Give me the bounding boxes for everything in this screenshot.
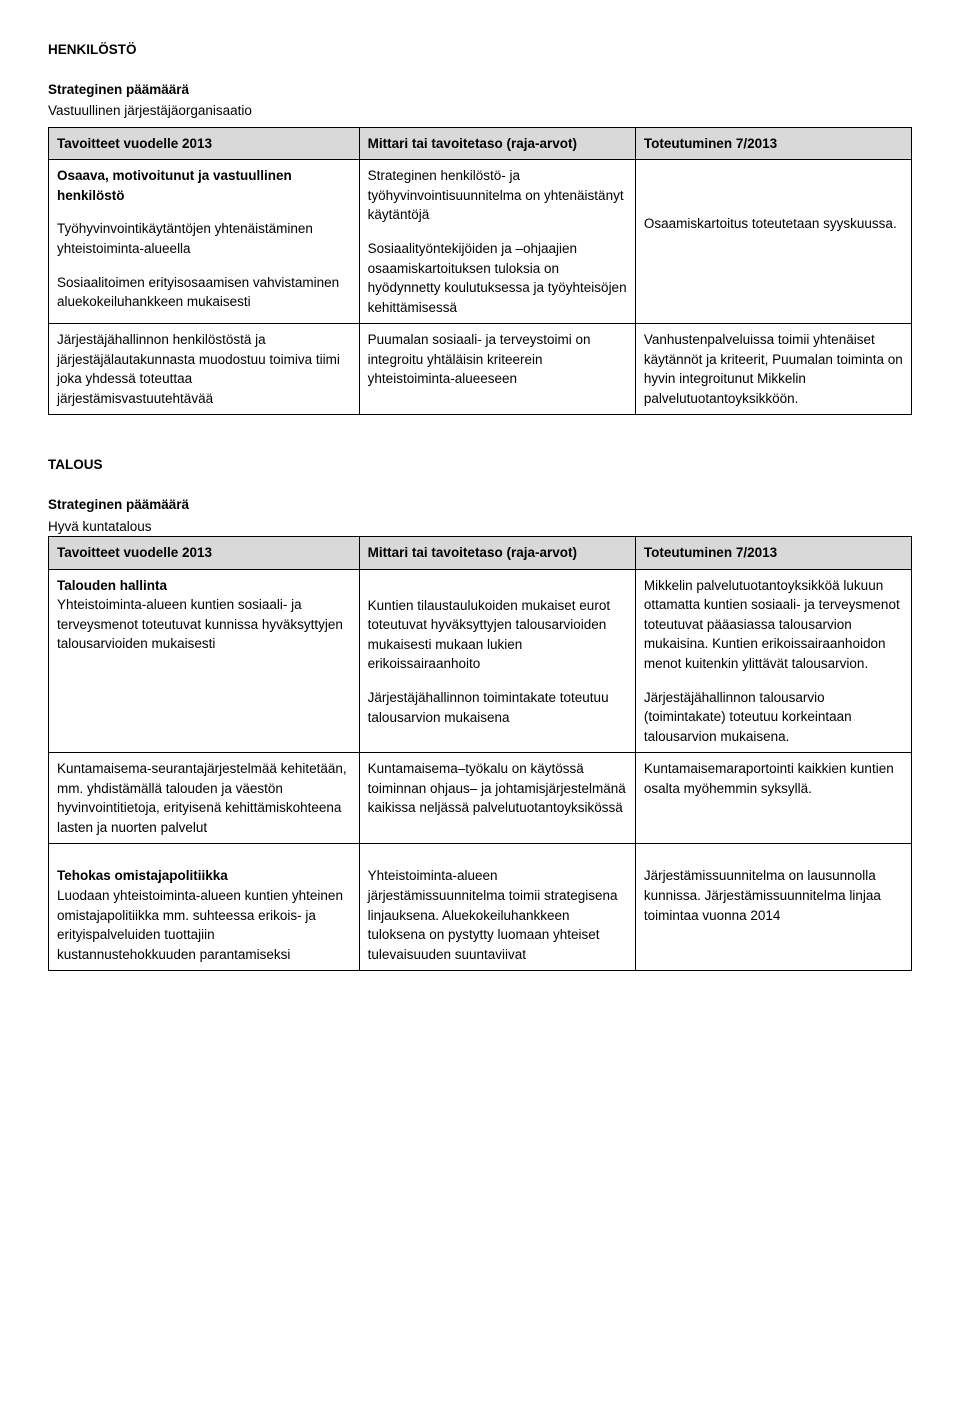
col-header-2: Mittari tai tavoitetaso (raja-arvot)	[359, 127, 635, 160]
cell: Järjestäjähallinnon henkilöstöstä ja jär…	[49, 324, 360, 415]
spacer	[644, 850, 903, 866]
cell: Kuntamaisema-seurantajärjestelmää kehite…	[49, 753, 360, 844]
spacer	[368, 850, 627, 866]
cell-text: Yhteistoiminta-alueen järjestämissuunnit…	[368, 866, 627, 964]
table-row: Talouden hallinta Yhteistoiminta-alueen …	[49, 569, 912, 753]
table-row: Järjestäjähallinnon henkilöstöstä ja jär…	[49, 324, 912, 415]
cell: Yhteistoiminta-alueen järjestämissuunnit…	[359, 844, 635, 971]
cell-text: Kuntien tilaustaulukoiden mukaiset eurot…	[368, 596, 627, 674]
col-header-1: Tavoitteet vuodelle 2013	[49, 127, 360, 160]
cell-text: Kuntamaisemaraportointi kaikkien kuntien…	[644, 759, 903, 798]
cell-text: Kuntamaisema–työkalu on käytössä toiminn…	[368, 759, 627, 818]
section1-table: Tavoitteet vuodelle 2013 Mittari tai tav…	[48, 127, 912, 416]
table-header-row: Tavoitteet vuodelle 2013 Mittari tai tav…	[49, 127, 912, 160]
cell-text: Järjestäjähallinnon toimintakate toteutu…	[368, 688, 627, 727]
cell: Kuntamaisema–työkalu on käytössä toiminn…	[359, 753, 635, 844]
cell-text: Luodaan yhteistoiminta-alueen kuntien yh…	[57, 886, 351, 964]
table-row: Osaava, motivoitunut ja vastuullinen hen…	[49, 160, 912, 324]
cell: Talouden hallinta Yhteistoiminta-alueen …	[49, 569, 360, 753]
cell-text: Sosiaalityöntekijöiden ja –ohjaajien osa…	[368, 239, 627, 317]
section2-strategic-text: Hyvä kuntatalous	[48, 517, 912, 537]
spacer	[57, 850, 351, 866]
section1-strategic-head: Strateginen päämäärä	[48, 80, 912, 100]
section1-strategic-text: Vastuullinen järjestäjäorganisaatio	[48, 101, 912, 121]
cell: Vanhustenpalveluissa toimii yhtenäiset k…	[635, 324, 911, 415]
cell-text: Yhteistoiminta-alueen kuntien sosiaali- …	[57, 595, 351, 654]
cell: Strateginen henkilöstö- ja työhyvinvoint…	[359, 160, 635, 324]
spacer	[644, 166, 903, 214]
spacer	[368, 576, 627, 596]
section2-table: Tavoitteet vuodelle 2013 Mittari tai tav…	[48, 536, 912, 971]
table-header-row: Tavoitteet vuodelle 2013 Mittari tai tav…	[49, 537, 912, 570]
cell: Kuntien tilaustaulukoiden mukaiset eurot…	[359, 569, 635, 753]
section2-title: TALOUS	[48, 455, 912, 475]
col-header-3: Toteutuminen 7/2013	[635, 127, 911, 160]
cell-text: Osaamiskartoitus toteutetaan syyskuussa.	[644, 214, 903, 234]
cell-bold: Tehokas omistajapolitiikka	[57, 866, 351, 886]
cell-text: Puumalan sosiaali- ja terveystoimi on in…	[368, 330, 627, 389]
cell: Mikkelin palvelutuotantoyksikköä lukuun …	[635, 569, 911, 753]
cell: Osaava, motivoitunut ja vastuullinen hen…	[49, 160, 360, 324]
cell: Kuntamaisemaraportointi kaikkien kuntien…	[635, 753, 911, 844]
col-header-1: Tavoitteet vuodelle 2013	[49, 537, 360, 570]
section1-title: HENKILÖSTÖ	[48, 40, 912, 60]
col-header-3: Toteutuminen 7/2013	[635, 537, 911, 570]
table-row: Kuntamaisema-seurantajärjestelmää kehite…	[49, 753, 912, 844]
col-header-2: Mittari tai tavoitetaso (raja-arvot)	[359, 537, 635, 570]
cell-text: Sosiaalitoimen erityisosaamisen vahvista…	[57, 273, 351, 312]
table-row: Tehokas omistajapolitiikka Luodaan yhtei…	[49, 844, 912, 971]
cell-bold: Talouden hallinta	[57, 576, 351, 596]
cell: Tehokas omistajapolitiikka Luodaan yhtei…	[49, 844, 360, 971]
cell-text: Strateginen henkilöstö- ja työhyvinvoint…	[368, 166, 627, 225]
cell-text: Järjestämissuunnitelma on lausunnolla ku…	[644, 866, 903, 925]
section2-strategic-head: Strateginen päämäärä	[48, 495, 912, 515]
cell: Järjestämissuunnitelma on lausunnolla ku…	[635, 844, 911, 971]
cell-bold: Osaava, motivoitunut ja vastuullinen hen…	[57, 166, 351, 205]
cell: Osaamiskartoitus toteutetaan syyskuussa.	[635, 160, 911, 324]
cell-text: Mikkelin palvelutuotantoyksikköä lukuun …	[644, 576, 903, 674]
cell-text: Kuntamaisema-seurantajärjestelmää kehite…	[57, 759, 351, 837]
cell: Puumalan sosiaali- ja terveystoimi on in…	[359, 324, 635, 415]
cell-text: Järjestäjähallinnon talousarvio (toimint…	[644, 688, 903, 747]
cell-text: Järjestäjähallinnon henkilöstöstä ja jär…	[57, 330, 351, 408]
cell-text: Työhyvinvointikäytäntöjen yhtenäistämine…	[57, 219, 351, 258]
cell-text: Vanhustenpalveluissa toimii yhtenäiset k…	[644, 330, 903, 408]
